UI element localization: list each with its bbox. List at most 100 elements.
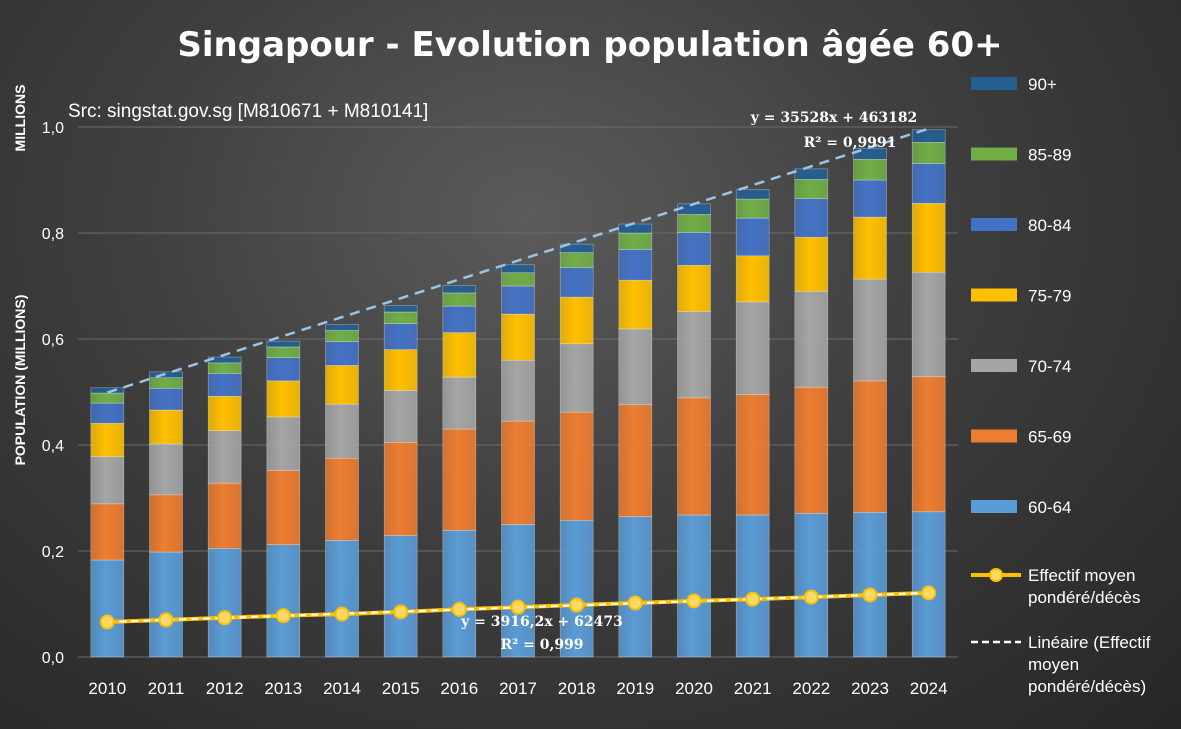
chart-title: Singapour - Evolution population âgée 60… bbox=[177, 25, 1002, 65]
bar-segment-60-64 bbox=[618, 516, 653, 658]
x-tick-label: 2011 bbox=[148, 679, 185, 698]
bar-segment-70-74 bbox=[618, 328, 653, 406]
bar-segment-70-74 bbox=[501, 359, 535, 422]
bar-segment-90+ bbox=[325, 324, 359, 331]
bar-segment-70-74 bbox=[207, 430, 242, 484]
bar-segment-80-84 bbox=[677, 232, 711, 266]
bar-segment-85-89 bbox=[90, 392, 125, 404]
bar-segment-65-69 bbox=[853, 380, 887, 513]
legend-swatch bbox=[971, 288, 1017, 302]
y-tick-label: 0,0 bbox=[42, 650, 64, 667]
bar-segment-80-84 bbox=[853, 179, 887, 218]
bar-segment-75-79 bbox=[383, 349, 418, 391]
bar-segment-90+ bbox=[442, 285, 477, 294]
bar-segment-65-69 bbox=[266, 470, 301, 545]
line-point bbox=[921, 585, 937, 601]
y-tick-label: 0,6 bbox=[42, 332, 64, 349]
trendline-line-r2: R² = 0,999 bbox=[500, 637, 583, 653]
bar-segment-60-64 bbox=[383, 535, 418, 658]
trendline-total-r2: R² = 0,9991 bbox=[804, 135, 897, 151]
legend-swatch bbox=[971, 429, 1017, 443]
bar-segment-80-84 bbox=[325, 341, 359, 366]
trendline-total-equation: y = 35528x + 463182 bbox=[750, 110, 918, 126]
bar-segment-75-79 bbox=[911, 203, 946, 273]
legend: 90+ 85-89 80-84 75-79 70-74 65-69 60-64 Effecti… bbox=[971, 75, 1151, 696]
bar-segment-70-74 bbox=[266, 416, 301, 471]
x-tick-label: 2019 bbox=[616, 679, 654, 698]
bar-segment-80-84 bbox=[207, 373, 242, 397]
legend-label: 70-74 bbox=[1028, 357, 1071, 376]
y-axis-title: POPULATION (MILLIONS) bbox=[12, 295, 28, 466]
y-tick-label: 1,0 bbox=[42, 120, 64, 137]
bar-segment-85-89 bbox=[207, 362, 242, 374]
bar-segment-75-79 bbox=[853, 216, 887, 280]
trendline-total bbox=[106, 127, 930, 394]
bar-segment-80-84 bbox=[383, 323, 418, 350]
bar-segment-60-64 bbox=[442, 530, 477, 658]
y-tick-label: 0,8 bbox=[42, 226, 64, 243]
bar-segment-65-69 bbox=[677, 397, 711, 516]
trendlines bbox=[106, 127, 930, 394]
x-tick-label: 2017 bbox=[499, 679, 537, 698]
bar-segment-65-69 bbox=[501, 420, 535, 525]
bar-segment-65-69 bbox=[325, 457, 359, 541]
bar-segment-75-79 bbox=[794, 236, 829, 292]
y-tick-label: 0,2 bbox=[42, 544, 64, 561]
x-tick-label: 2018 bbox=[558, 679, 596, 698]
bar-segment-90+ bbox=[501, 264, 535, 274]
legend-label: 80-84 bbox=[1028, 216, 1071, 235]
bar-segment-85-89 bbox=[735, 198, 770, 219]
bar-segment-75-79 bbox=[149, 409, 183, 445]
bar-segment-80-84 bbox=[90, 402, 125, 424]
x-tick-label: 2023 bbox=[851, 679, 889, 698]
bar-segment-90+ bbox=[618, 223, 653, 234]
legend-label: 65-69 bbox=[1028, 428, 1071, 447]
bar-segment-70-74 bbox=[90, 456, 125, 505]
bar-segment-75-79 bbox=[325, 365, 359, 405]
x-tick-label: 2022 bbox=[792, 679, 830, 698]
bar-segment-65-69 bbox=[794, 386, 829, 514]
legend-swatch bbox=[971, 77, 1017, 90]
line-point bbox=[745, 591, 761, 607]
legend-label: 60-64 bbox=[1028, 498, 1071, 517]
line-point bbox=[686, 593, 702, 609]
bar-segment-65-69 bbox=[559, 411, 594, 521]
bar-segment-65-69 bbox=[90, 503, 125, 561]
bar-segment-75-79 bbox=[90, 422, 125, 457]
x-tick-label: 2013 bbox=[264, 679, 302, 698]
bar-segment-75-79 bbox=[501, 313, 535, 361]
line-point bbox=[803, 589, 819, 605]
bar-segment-80-84 bbox=[794, 198, 829, 238]
bar-segment-70-74 bbox=[911, 271, 946, 377]
bar-segment-90+ bbox=[559, 243, 594, 253]
bar-segment-60-64 bbox=[735, 514, 770, 658]
trendline-line-equation: y = 3916,2x + 62473 bbox=[460, 614, 623, 630]
bar-segment-65-69 bbox=[618, 404, 653, 517]
line-series bbox=[99, 585, 937, 630]
line-point bbox=[217, 610, 233, 626]
bar-segment-80-84 bbox=[735, 217, 770, 257]
bar-segment-80-84 bbox=[559, 267, 594, 298]
bar-segment-85-89 bbox=[325, 330, 359, 342]
bar-segment-75-79 bbox=[266, 380, 301, 418]
bar-segment-75-79 bbox=[735, 255, 770, 303]
bar-segment-90+ bbox=[266, 340, 301, 348]
legend-line-marker bbox=[989, 568, 1003, 582]
bar-segment-60-64 bbox=[501, 524, 535, 658]
y-axis-ticks: 0,0 0,2 0,4 0,6 0,8 1,0 bbox=[42, 120, 64, 667]
y-tick-label: 0,4 bbox=[42, 438, 64, 455]
bar-segment-70-74 bbox=[677, 311, 711, 399]
legend-label-trendline: Linéaire (Effectif moyen pondéré/décès) bbox=[1028, 633, 1151, 696]
bar-segment-85-89 bbox=[149, 377, 183, 389]
bar-segment-65-69 bbox=[383, 442, 418, 536]
bar-segment-80-84 bbox=[149, 387, 183, 411]
bar-segment-85-89 bbox=[853, 159, 887, 181]
bar-segment-80-84 bbox=[911, 163, 946, 204]
bar-segment-60-64 bbox=[90, 559, 125, 658]
bar-segment-90+ bbox=[383, 305, 418, 313]
bar-segment-70-74 bbox=[559, 343, 594, 413]
x-tick-label: 2021 bbox=[734, 679, 772, 698]
bar-segment-85-89 bbox=[559, 252, 594, 268]
